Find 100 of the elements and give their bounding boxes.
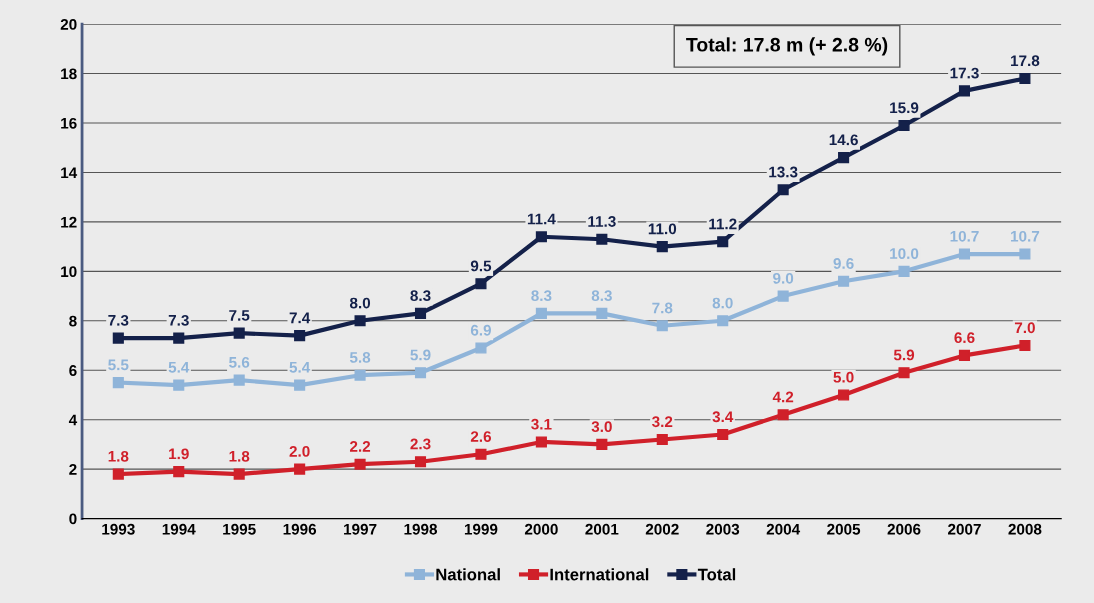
y-tick-label: 10 (61, 266, 77, 278)
point (656, 433, 668, 446)
point (112, 377, 124, 389)
data-label: 6.9 (470, 324, 492, 336)
point (475, 448, 487, 460)
legend-label: Total (697, 568, 736, 581)
data-label: 8.3 (591, 290, 612, 302)
data-label: 5.8 (349, 352, 371, 363)
y-tick-label: 2 (69, 464, 77, 475)
point (233, 327, 245, 339)
data-label: 17.3 (950, 67, 979, 79)
point (1019, 72, 1031, 85)
data-label: 1.8 (229, 450, 250, 462)
point (838, 275, 850, 287)
data-label: 15.9 (890, 102, 919, 114)
data-label: 5.0 (833, 371, 854, 383)
data-label: 7.4 (289, 312, 311, 324)
data-label: 14.6 (829, 134, 858, 146)
annotation: Total: 17.8 m (+ 2.8 %) (686, 37, 888, 56)
point (233, 374, 245, 386)
point (475, 278, 487, 290)
x-tick-label: 1999 (464, 523, 498, 535)
data-label: 8.0 (349, 297, 371, 309)
data-label: 6.6 (954, 332, 975, 344)
point (112, 468, 124, 480)
point (233, 468, 245, 480)
data-label: 2.3 (410, 438, 431, 450)
data-label: 11.4 (527, 213, 556, 225)
point (898, 119, 910, 132)
point (898, 367, 910, 379)
x-tick-label: 2008 (1008, 523, 1042, 535)
y-tick-label: 0 (69, 513, 77, 525)
data-label: 13.3 (769, 166, 798, 178)
y-tick-label: 4 (68, 414, 78, 426)
point (354, 458, 366, 470)
data-label: 5.9 (410, 349, 431, 361)
data-label: 1.9 (169, 448, 189, 460)
data-label: 7.0 (1014, 322, 1035, 334)
point (898, 265, 910, 277)
point (656, 241, 668, 253)
y-tick-label: 6 (69, 365, 77, 376)
data-label: 2.0 (289, 445, 310, 457)
data-label: 8.3 (410, 290, 431, 302)
data-label: 3.4 (712, 411, 734, 423)
point (173, 466, 185, 478)
legend-label: International (550, 568, 649, 581)
point (717, 315, 729, 327)
x-tick-label: 2001 (585, 523, 619, 535)
point (112, 332, 124, 344)
data-label: 2.6 (470, 431, 492, 442)
legend-label: National (436, 568, 500, 581)
point (656, 320, 668, 332)
point (838, 152, 850, 164)
data-label: 10.7 (1011, 230, 1040, 242)
data-label: 7.8 (652, 302, 673, 314)
point (1019, 339, 1031, 352)
point (958, 349, 971, 361)
point (777, 409, 789, 421)
x-tick-label: 1998 (404, 523, 438, 535)
point (535, 436, 547, 448)
data-label: 8.0 (712, 297, 733, 309)
point (475, 342, 487, 354)
point (596, 438, 608, 450)
point (294, 463, 306, 475)
data-label: 17.8 (1011, 55, 1040, 67)
y-tick-label: 14 (61, 167, 78, 178)
y-tick-label: 16 (61, 117, 77, 129)
y-tick-label: 18 (61, 68, 77, 80)
point (717, 428, 729, 441)
data-label: 3.0 (591, 421, 612, 433)
x-tick-label: 2006 (887, 523, 921, 535)
data-label: 10.0 (890, 248, 919, 259)
data-label: 8.3 (531, 290, 552, 302)
point (414, 367, 427, 379)
x-tick-label: 2007 (948, 523, 981, 535)
point (1019, 248, 1031, 260)
data-label: 3.2 (652, 416, 673, 428)
data-label: 7.3 (108, 314, 129, 326)
point (414, 307, 427, 319)
data-label: 9.6 (833, 258, 854, 269)
data-label: 5.4 (168, 362, 190, 373)
data-label: 2.2 (349, 441, 371, 452)
data-label: 11.0 (648, 223, 677, 235)
x-tick-label: 2003 (706, 523, 740, 535)
point (717, 236, 729, 248)
data-label: 5.4 (289, 362, 311, 373)
y-tick-label: 8 (69, 315, 77, 327)
x-tick-label: 2005 (827, 523, 861, 535)
point (596, 307, 608, 319)
data-label: 1.8 (108, 450, 129, 462)
y-tick-label: 12 (61, 216, 77, 228)
data-label: 5.5 (108, 359, 129, 371)
point (958, 248, 971, 260)
point (535, 307, 547, 319)
x-tick-label: 1994 (162, 523, 196, 535)
point (596, 233, 608, 245)
data-label: 5.9 (893, 349, 915, 361)
data-label: 7.3 (168, 314, 189, 326)
y-tick-label: 20 (60, 18, 77, 30)
data-label: 11.3 (588, 216, 616, 227)
